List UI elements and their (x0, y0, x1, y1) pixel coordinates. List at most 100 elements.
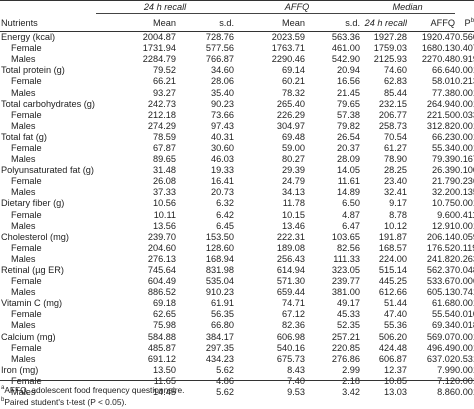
row-value: 0.001 (455, 364, 474, 375)
table-row: Males 14.45 5.62 9.53 3.42 13.03 8.860.001 (0, 387, 474, 398)
row-value: 535.04 (205, 276, 235, 287)
row-value: 0.001 (455, 331, 474, 342)
row-label: Males (11, 253, 36, 264)
row-value: 571.30 (276, 276, 306, 287)
row-value: 78.59 (153, 131, 176, 142)
row-value: 3.42 (342, 387, 361, 398)
table-row: Polyunsaturated fat (g) 31.48 19.33 29.39 14… (0, 165, 474, 176)
row-value: 239.70 (147, 231, 176, 242)
row-value: 13.03 (384, 387, 408, 398)
row-value: 10.11 (153, 209, 176, 220)
row-value: 1731.94 (142, 43, 176, 54)
row-value: 11.61 (337, 176, 361, 187)
row-value: 74.60 (384, 65, 408, 76)
row-value: 0.001 (455, 342, 474, 353)
row-value: 584.88 (147, 331, 176, 342)
row-value: 46.03 (211, 154, 235, 165)
row-label: Males (11, 287, 36, 298)
row-value: 434.23 (205, 353, 235, 364)
footnote-b: bPaired student's t-test (P < 0.05). (1, 397, 127, 407)
row-value: 26.54 (337, 131, 361, 142)
table-row: Total fat (g) 78.59 40.31 69.48 26.54 70.54 66… (0, 132, 474, 143)
row-value: 13.50 (153, 364, 176, 375)
row-value: 886.52 (147, 287, 176, 298)
row-value: 6.47 (342, 220, 361, 231)
row-label: Total carbohydrates (g) (1, 98, 95, 109)
row-value: 0.167 (455, 154, 474, 165)
row-value: 60.21 (282, 76, 306, 87)
table-row: Total carbohydrates (g) 242.73 90.23 265.40… (0, 99, 474, 110)
row-label: Total fat (g) (1, 131, 47, 142)
col-header-nutrients: Nutrients (0, 15, 96, 32)
row-label: Iron (mg) (1, 364, 39, 375)
row-value: 563.36 (331, 32, 361, 43)
column-header-row: Nutrients Mean s.d. Mean s.d. 24 h recal… (0, 15, 474, 32)
row-value: 0.010 (455, 309, 474, 320)
row-value: 206.77 (378, 109, 408, 120)
row-value: 26.39 (432, 165, 456, 176)
table-row: Dietary fiber (g) 10.56 6.32 11.78 6.50 9.17 1… (0, 198, 474, 209)
row-value: 58.01 (432, 76, 456, 87)
row-value: 168.94 (205, 253, 235, 264)
row-value: 5.62 (216, 387, 235, 398)
row-label: Female (11, 43, 42, 54)
row-value: 79.82 (337, 120, 361, 131)
row-value: 220.85 (331, 342, 361, 353)
row-value: 176.52 (426, 242, 456, 253)
row-value: 0.119 (455, 242, 474, 253)
row-value: 0.531 (455, 353, 474, 364)
row-value: 0.741 (455, 287, 474, 298)
row-value: 20.94 (337, 65, 361, 76)
row-value: 0.001 (455, 65, 474, 76)
row-value: 128.60 (205, 242, 235, 253)
row-value: 12.37 (384, 364, 408, 375)
row-value: 6.45 (216, 220, 235, 231)
row-value: 9.17 (389, 198, 408, 209)
row-value: 20.37 (337, 142, 361, 153)
row-value: 0.236 (455, 176, 474, 187)
row-value: 276.86 (331, 353, 361, 364)
row-value: 79.52 (153, 65, 176, 76)
row-value: 569.07 (426, 331, 456, 342)
row-label: Female (11, 209, 42, 220)
table-row: Males 886.52 910.23 659.44 381.00 612.66 605.1… (0, 287, 474, 298)
row-value: 62.65 (153, 309, 176, 320)
row-value: 239.77 (331, 276, 361, 287)
row-value: 10.15 (282, 209, 306, 220)
row-value: 0.006 (455, 276, 474, 287)
row-value: 0.560 (455, 32, 474, 43)
col-header-p: Pb (455, 15, 474, 32)
row-value: 37.33 (153, 187, 176, 198)
row-value: 74.71 (282, 298, 306, 309)
row-value: 445.25 (378, 276, 408, 287)
row-value: 82.36 (282, 320, 306, 331)
row-value: 1680.13 (421, 43, 456, 54)
row-value: 242.73 (147, 98, 176, 109)
row-value: 745.64 (147, 265, 176, 276)
row-value: 79.39 (432, 154, 456, 165)
row-value: 604.49 (147, 276, 176, 287)
row-value: 204.60 (147, 242, 176, 253)
row-value: 496.49 (426, 342, 456, 353)
row-value: 0.100 (455, 165, 474, 176)
row-value: 20.73 (211, 187, 235, 198)
group-header-blank (0, 0, 96, 15)
row-value: 32.41 (384, 187, 408, 198)
row-value: 606.87 (378, 353, 408, 364)
row-value: 14.05 (337, 165, 361, 176)
row-label: Female (11, 309, 42, 320)
row-value: 9.53 (287, 387, 306, 398)
group-header-median: Median (360, 0, 456, 15)
row-value: 0.411 (455, 209, 474, 220)
row-label: Female (11, 176, 42, 187)
row-value: 224.00 (378, 253, 408, 264)
row-value: 55.36 (384, 320, 408, 331)
footnote-a: aAFFQ, adolescent food frequency questio… (1, 385, 185, 395)
row-value: 26.08 (153, 176, 176, 187)
row-value: 728.76 (205, 32, 235, 43)
row-value: 10.75 (432, 198, 456, 209)
group-header-24h: 24 h recall (96, 0, 235, 15)
table-footnotes: aAFFQ, adolescent food frequency questio… (0, 380, 474, 408)
row-value: 659.44 (276, 287, 306, 298)
